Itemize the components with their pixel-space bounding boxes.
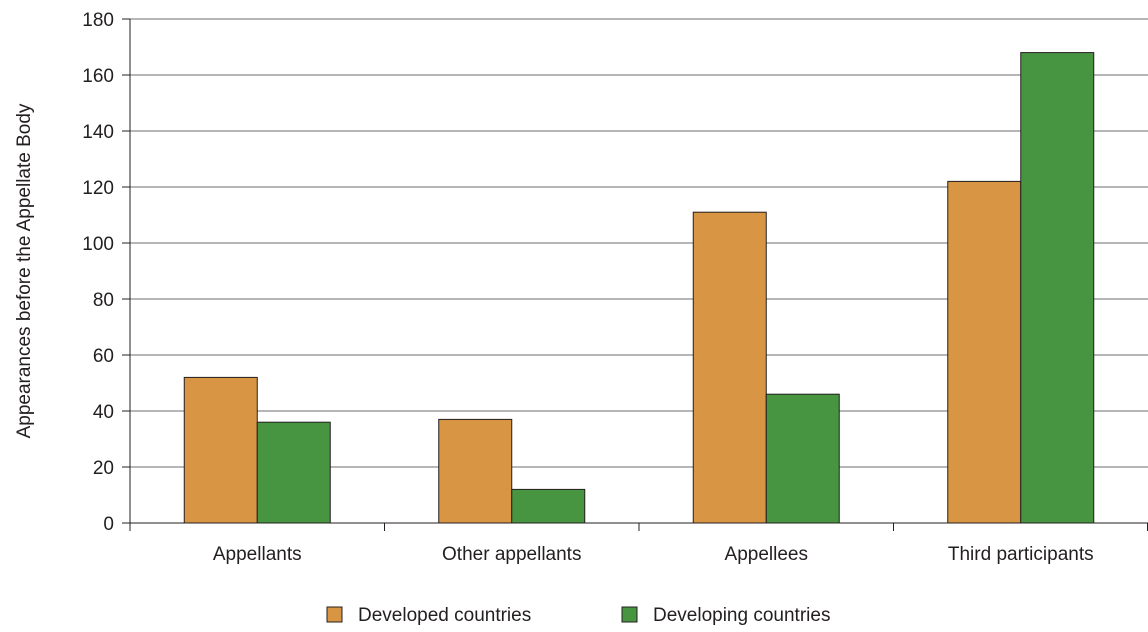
legend: Developed countries Developing countries xyxy=(326,605,830,626)
gridlines xyxy=(130,18,1148,468)
y-tick-label: 80 xyxy=(93,290,114,311)
bar-developed-4 xyxy=(947,180,1022,524)
bar-developing-3 xyxy=(765,393,840,524)
bar-developed-1 xyxy=(183,376,258,524)
y-tick-label: 0 xyxy=(103,514,114,535)
bar-developed-3 xyxy=(692,211,767,524)
legend-label-developed: Developed countries xyxy=(358,605,531,626)
y-axis-ticks: 0 20 40 60 80 100 120 140 160 180 xyxy=(82,10,130,535)
x-axis-labels: Appellants Other appellants Appellees Third… xyxy=(213,544,1094,565)
x-category-label: Other appellants xyxy=(442,544,581,565)
y-tick-label: 120 xyxy=(82,178,114,199)
legend-swatch-developed xyxy=(326,606,343,623)
axes xyxy=(129,19,1148,531)
x-category-label: Appellants xyxy=(213,544,302,565)
x-category-label: Third participants xyxy=(948,544,1094,565)
y-tick-label: 40 xyxy=(93,402,114,423)
y-tick-label: 20 xyxy=(93,458,114,479)
y-tick-label: 180 xyxy=(82,10,114,31)
bar-developed-2 xyxy=(438,418,513,524)
y-tick-label: 100 xyxy=(82,234,114,255)
bars xyxy=(183,52,1095,524)
bar-developing-2 xyxy=(511,488,586,524)
x-category-label: Appellees xyxy=(725,544,808,565)
y-tick-label: 60 xyxy=(93,346,114,367)
bar-developing-4 xyxy=(1020,52,1095,524)
y-tick-label: 140 xyxy=(82,122,114,143)
y-axis-title: Appearances before the Appellate Body xyxy=(14,103,35,438)
legend-swatch-developing xyxy=(621,606,638,623)
bar-developing-1 xyxy=(256,421,331,524)
legend-label-developing: Developing countries xyxy=(653,605,830,626)
y-tick-label: 160 xyxy=(82,66,114,87)
